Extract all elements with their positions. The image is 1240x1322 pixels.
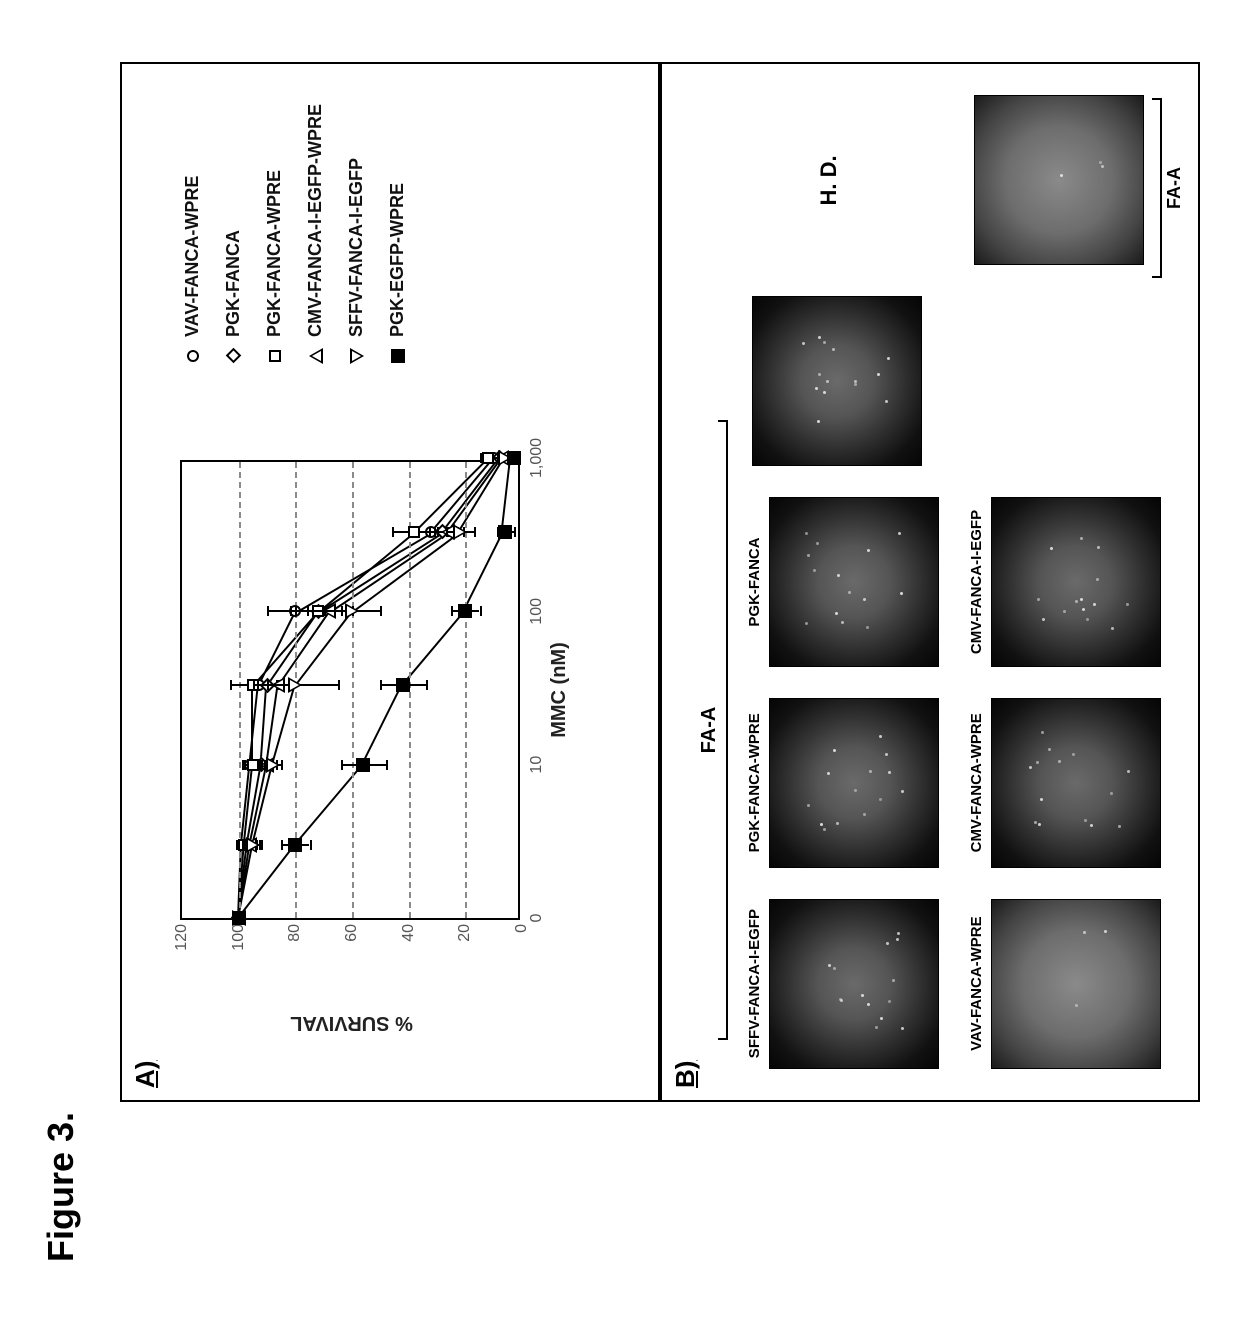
- x-tick: 0: [528, 914, 546, 923]
- micrograph-image: [769, 899, 939, 1069]
- plot-area: 0204060801001200101001,000: [180, 460, 520, 920]
- panel-a-label: A): [130, 1061, 161, 1088]
- panel-a: A) % SURVIVAL 0204060801001200101001,000…: [120, 62, 660, 1102]
- micrograph-image: [991, 899, 1161, 1069]
- side-label: H. D.: [816, 155, 842, 205]
- micrograph-cell: H. D.: [746, 88, 952, 273]
- faa-bottom-label: FA-A: [1164, 98, 1185, 278]
- micrograph-image: [974, 95, 1144, 265]
- legend-marker-icon: [348, 347, 366, 365]
- legend-item: VAV-FANCA-WPRE: [182, 104, 203, 365]
- faa-bottom-bracket: FA-A: [1160, 98, 1188, 278]
- micrograph-caption: SFFV-FANCA-I-EGFP: [746, 909, 763, 1058]
- chart-marker: [453, 525, 467, 539]
- panel-b: B) FA-A SFFV-FANCA-I-EGFP PGK-FANCA-WPRE P…: [660, 62, 1200, 1102]
- chart-marker: [407, 525, 421, 539]
- micrograph-caption: PGK-FANCA: [746, 537, 763, 626]
- survival-chart: % SURVIVAL 0204060801001200101001,000 MM…: [170, 430, 580, 980]
- chart-marker: [288, 838, 302, 852]
- chart-marker: [345, 604, 359, 618]
- micrograph-caption: PGK-FANCA-WPRE: [746, 713, 763, 852]
- chart-marker: [396, 678, 410, 692]
- micrograph-image: [769, 698, 939, 868]
- x-tick: 10: [528, 756, 546, 774]
- y-tick: 40: [400, 924, 418, 964]
- y-tick: 20: [456, 924, 474, 964]
- legend-item: SFFV-FANCA-I-EGFP: [346, 104, 367, 365]
- micrograph-caption: VAV-FANCA-WPRE: [968, 916, 985, 1050]
- legend-item: PGK-FANCA-WPRE: [264, 104, 285, 365]
- micrograph-cell: PGK-FANCA: [746, 490, 952, 675]
- legend-label: SFFV-FANCA-I-EGFP: [346, 158, 367, 337]
- micrograph-image: [991, 698, 1161, 868]
- micrograph-caption: CMV-FANCA-I-EGFP: [968, 510, 985, 654]
- micrograph-caption: CMV-FANCA-WPRE: [968, 713, 985, 852]
- x-tick: 1,000: [528, 438, 546, 478]
- chart-marker: [266, 758, 280, 772]
- y-tick: 100: [230, 924, 248, 964]
- panel-b-label: B): [670, 1061, 701, 1088]
- legend-marker-icon: [307, 347, 325, 365]
- micrograph-cell: VAV-FANCA-WPRE: [968, 891, 1174, 1076]
- x-axis-label: MMC (nM): [548, 460, 571, 920]
- chart-marker: [232, 911, 246, 925]
- y-tick: 60: [343, 924, 361, 964]
- y-tick: 80: [286, 924, 304, 964]
- legend-label: VAV-FANCA-WPRE: [182, 176, 203, 337]
- faa-bracket: FA-A: [698, 420, 732, 1040]
- chart-marker: [481, 451, 495, 465]
- legend-label: PGK-EGFP-WPRE: [387, 183, 408, 337]
- chart-marker: [458, 604, 472, 618]
- x-tick: 100: [528, 598, 546, 625]
- legend-label: CMV-FANCA-I-EGFP-WPRE: [305, 104, 326, 337]
- legend-label: PGK-FANCA: [223, 230, 244, 337]
- y-axis-label: % SURVIVAL: [290, 1011, 413, 1034]
- micrograph-grid: SFFV-FANCA-I-EGFP PGK-FANCA-WPRE PGK-FANCA…: [746, 88, 1174, 1076]
- chart-marker: [288, 678, 302, 692]
- legend-marker-icon: [225, 347, 243, 365]
- chart-marker: [356, 758, 370, 772]
- micrograph-image: [991, 497, 1161, 667]
- chart-marker: [246, 838, 260, 852]
- legend-item: PGK-EGFP-WPRE: [387, 104, 408, 365]
- y-tick: 120: [173, 924, 191, 964]
- chart-marker: [498, 525, 512, 539]
- empty-cell: [968, 289, 1174, 474]
- micrograph-cell: PGK-FANCA-WPRE: [746, 690, 952, 875]
- micrograph-cell: CMV-FANCA-I-EGFP: [968, 490, 1174, 675]
- micrograph-cell: [746, 289, 952, 474]
- chart-legend: VAV-FANCA-WPRE PGK-FANCA PGK-FANCA-WPRE CMV…: [182, 104, 408, 365]
- micrograph-cell: CMV-FANCA-WPRE: [968, 690, 1174, 875]
- figure-title: Figure 3.: [40, 1112, 82, 1262]
- micrograph-image: [769, 497, 939, 667]
- micrograph-cell: [968, 88, 1174, 273]
- legend-marker-icon: [389, 347, 407, 365]
- micrograph-cell: SFFV-FANCA-I-EGFP: [746, 891, 952, 1076]
- y-tick: 0: [513, 924, 531, 964]
- chart-marker: [507, 451, 521, 465]
- legend-marker-icon: [184, 347, 202, 365]
- legend-label: PGK-FANCA-WPRE: [264, 170, 285, 337]
- legend-item: PGK-FANCA: [223, 104, 244, 365]
- micrograph-image: [752, 296, 922, 466]
- legend-marker-icon: [266, 347, 284, 365]
- faa-group-label: FA-A: [698, 420, 721, 1040]
- legend-item: CMV-FANCA-I-EGFP-WPRE: [305, 104, 326, 365]
